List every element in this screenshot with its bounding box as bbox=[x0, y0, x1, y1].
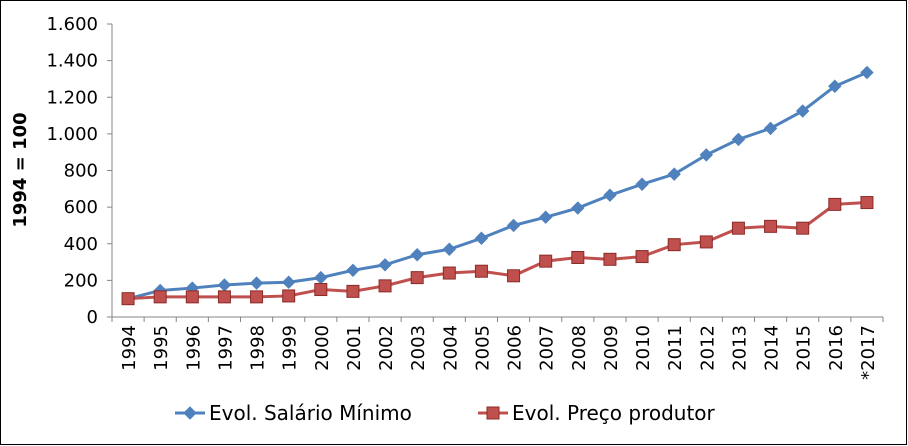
x-tick-label: 1996 bbox=[183, 325, 204, 371]
marker bbox=[699, 148, 714, 162]
legend-label: Evol. Preço produtor bbox=[512, 401, 716, 425]
marker bbox=[442, 266, 456, 280]
marker bbox=[314, 283, 328, 297]
legend-label: Evol. Salário Mínimo bbox=[209, 401, 412, 425]
y-tick-label: 200 bbox=[64, 270, 98, 291]
marker bbox=[860, 65, 874, 80]
marker bbox=[474, 264, 488, 278]
x-tick-label: 2015 bbox=[794, 325, 815, 371]
marker bbox=[731, 221, 745, 235]
marker bbox=[796, 221, 810, 235]
x-tick-label: 2000 bbox=[312, 325, 333, 371]
marker bbox=[539, 254, 553, 268]
marker bbox=[763, 121, 778, 136]
marker bbox=[346, 284, 360, 298]
x-tick-label: 2009 bbox=[601, 325, 622, 371]
marker bbox=[249, 276, 264, 290]
y-tick-label: 1.000 bbox=[46, 124, 98, 145]
marker bbox=[410, 248, 424, 262]
marker bbox=[828, 197, 842, 211]
x-tick-label: *2017 bbox=[858, 325, 879, 380]
marker bbox=[121, 292, 135, 306]
y-tick-label: 1.400 bbox=[46, 51, 98, 72]
x-tick-label: 1998 bbox=[248, 325, 269, 371]
x-tick-label: 2016 bbox=[826, 325, 847, 371]
x-tick-label: 2013 bbox=[729, 325, 750, 371]
marker bbox=[346, 263, 360, 278]
marker bbox=[571, 250, 585, 264]
x-tick-label: 2007 bbox=[537, 325, 558, 371]
marker bbox=[828, 79, 842, 93]
x-tick-label: 1997 bbox=[215, 325, 236, 371]
marker bbox=[507, 269, 521, 283]
x-tick-label: 2008 bbox=[569, 325, 590, 371]
y-tick-label: 1.600 bbox=[46, 14, 98, 35]
marker bbox=[635, 250, 649, 264]
marker bbox=[378, 258, 392, 272]
y-tick-label: 1.200 bbox=[46, 87, 98, 108]
x-tick-label: 2002 bbox=[376, 325, 397, 371]
marker bbox=[442, 242, 457, 256]
marker bbox=[731, 132, 746, 147]
y-tick-label: 0 bbox=[87, 307, 98, 328]
marker bbox=[250, 290, 264, 304]
x-tick-label: 2001 bbox=[344, 325, 365, 371]
marker bbox=[538, 210, 553, 224]
marker bbox=[217, 290, 231, 304]
marker bbox=[410, 271, 424, 285]
marker bbox=[603, 252, 617, 266]
marker bbox=[185, 290, 199, 304]
x-tick-label: 2011 bbox=[665, 325, 686, 371]
marker bbox=[635, 177, 649, 191]
marker bbox=[860, 196, 874, 210]
marker bbox=[603, 188, 617, 202]
marker bbox=[764, 219, 778, 233]
x-tick-label: 1999 bbox=[280, 325, 301, 371]
y-tick-label: 400 bbox=[64, 234, 98, 255]
x-tick-label: 1994 bbox=[119, 325, 140, 371]
x-tick-label: 2006 bbox=[505, 325, 526, 371]
x-tick-label: 1995 bbox=[151, 325, 172, 371]
x-tick-label: 2010 bbox=[633, 325, 654, 371]
marker bbox=[699, 235, 713, 249]
x-tick-label: 2014 bbox=[762, 325, 783, 371]
y-tick-label: 800 bbox=[64, 161, 98, 182]
marker bbox=[795, 104, 810, 118]
marker bbox=[153, 290, 167, 304]
marker bbox=[506, 218, 521, 233]
marker bbox=[474, 231, 489, 245]
x-tick-label: 2004 bbox=[440, 325, 461, 371]
x-tick-label: 2005 bbox=[472, 325, 493, 371]
legend-marker bbox=[183, 406, 197, 420]
marker bbox=[571, 201, 585, 215]
marker bbox=[282, 289, 296, 303]
marker bbox=[667, 167, 681, 181]
marker bbox=[281, 275, 296, 289]
legend-marker bbox=[486, 406, 500, 420]
x-tick-label: 2012 bbox=[697, 325, 718, 371]
x-tick-label: 2003 bbox=[408, 325, 429, 371]
y-axis-label: 1994 = 100 bbox=[10, 112, 31, 227]
marker bbox=[378, 279, 392, 293]
y-tick-label: 600 bbox=[64, 197, 98, 218]
marker bbox=[667, 238, 681, 252]
